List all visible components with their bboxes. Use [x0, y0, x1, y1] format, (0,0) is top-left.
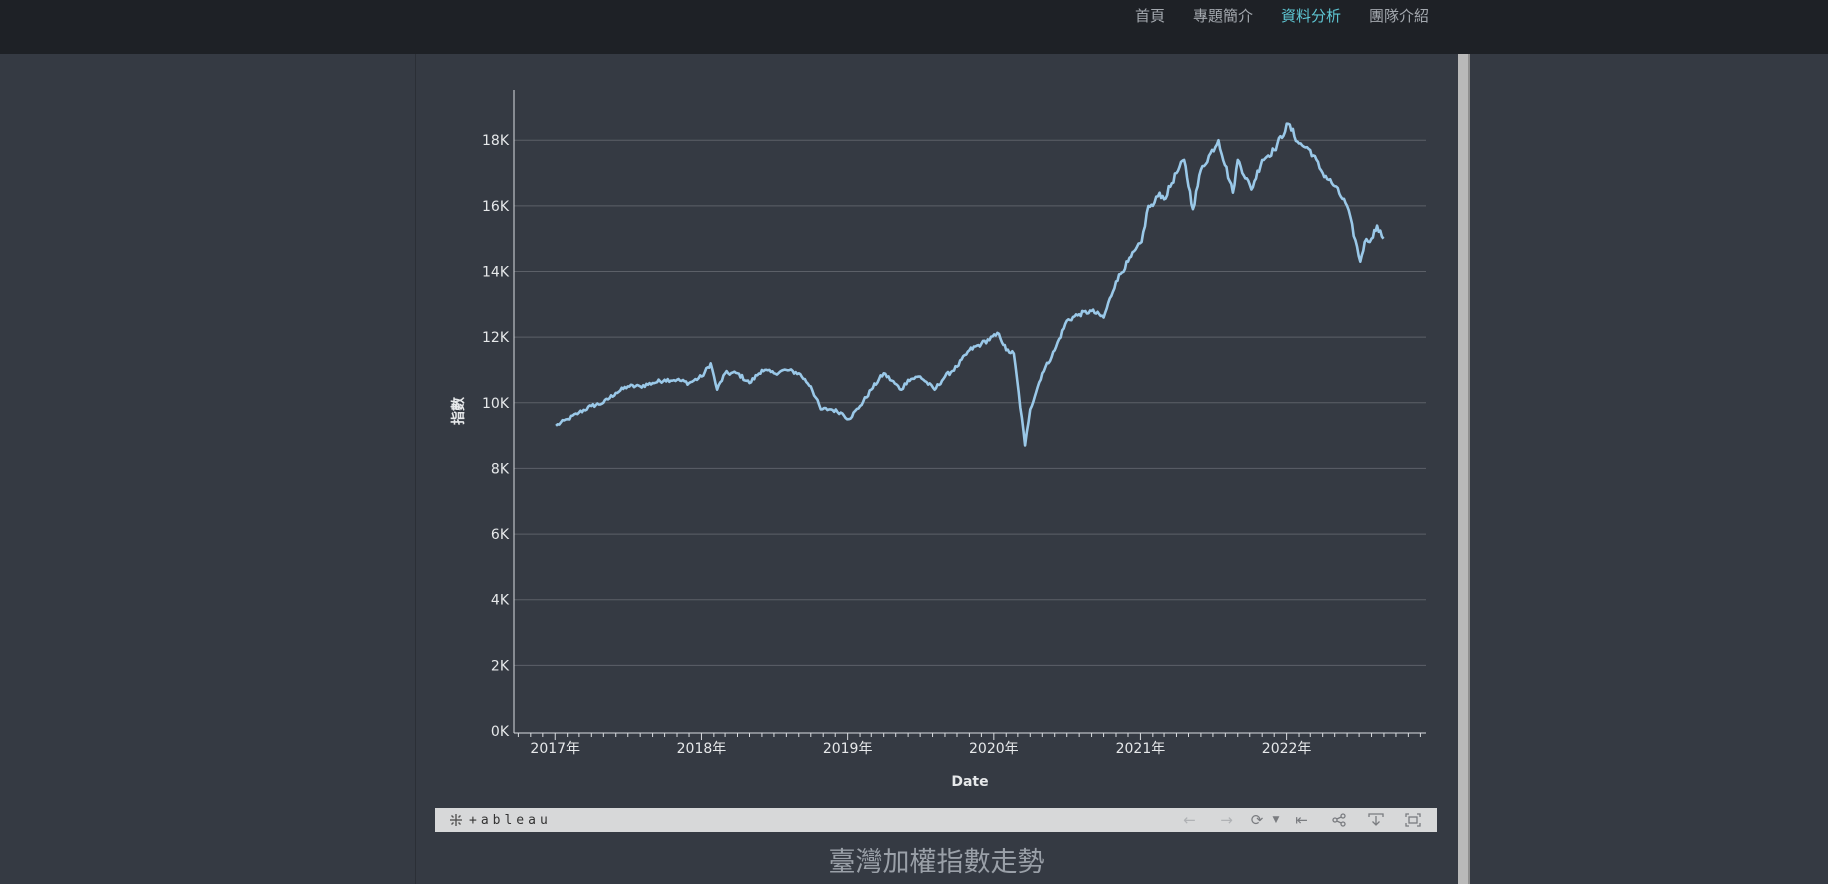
tableau-tools: ← → ⟳ ▼ ⇤ [1171, 808, 1431, 832]
series-layer [555, 122, 1385, 447]
y-tick-label: 8K [491, 461, 510, 477]
x-axis-label: Date [951, 774, 988, 790]
tableau-logo-text: +ableau [469, 812, 552, 828]
tableau-logo-icon [450, 814, 462, 826]
x-tick-label: 2017年 [530, 741, 580, 757]
download-icon[interactable] [1357, 808, 1394, 832]
download-glyph [1367, 813, 1384, 826]
y-tick-label: 18K [482, 133, 510, 149]
x-tick-label: 2018年 [677, 741, 727, 757]
x-tick-label: 2021年 [1116, 741, 1166, 757]
y-tick-label: 2K [491, 658, 510, 674]
grid-lines [514, 139, 1426, 666]
nav-item-data-analysis[interactable]: 資料分析 [1280, 7, 1341, 25]
dropdown-icon[interactable]: ▼ [1272, 815, 1280, 825]
revert-icon[interactable]: ⟳ [1250, 811, 1264, 829]
x-tick-label: 2020年 [969, 741, 1019, 757]
redo-icon[interactable]: → [1220, 811, 1233, 829]
line-chart[interactable]: 0K 2K 4K 6K 8K 10K 12K 14K 16K 18K 2017年 2018年 2019年… [415, 54, 1458, 804]
x-tick-label: 2022年 [1262, 741, 1312, 757]
tableau-toolbar: +ableau ← → ⟳ ▼ ⇤ [435, 808, 1437, 832]
nav-item-home[interactable]: 首頁 [1134, 7, 1165, 25]
x-tick-label: 2019年 [823, 741, 873, 757]
y-tick-label: 14K [482, 265, 510, 281]
y-tick-label: 10K [482, 396, 510, 412]
undo-icon[interactable]: ← [1183, 811, 1196, 829]
content-panel [415, 54, 1459, 884]
fullscreen-icon[interactable] [1394, 808, 1431, 832]
scrollbar-thumb[interactable] [1458, 54, 1468, 884]
axes [513, 90, 1426, 740]
back-to-start-icon[interactable]: ⇤ [1295, 811, 1308, 829]
share-icon[interactable] [1320, 808, 1357, 832]
scrollbar-track[interactable] [1468, 54, 1470, 884]
nav-item-project-intro[interactable]: 專題簡介 [1192, 7, 1253, 25]
nav-item-team-intro[interactable]: 團隊介紹 [1368, 7, 1429, 25]
y-tick-label: 0K [491, 724, 510, 740]
y-tick-label: 6K [491, 527, 510, 543]
series-line[interactable] [555, 122, 1385, 447]
y-tick-label: 4K [491, 593, 510, 609]
share-glyph [1331, 813, 1346, 827]
tableau-logo[interactable]: +ableau [449, 813, 552, 828]
y-tick-label: 16K [482, 199, 510, 215]
chart-caption: 臺灣加權指數走勢 [828, 847, 1045, 878]
fullscreen-glyph [1404, 813, 1421, 827]
tick-labels: 0K 2K 4K 6K 8K 10K 12K 14K 16K 18K 2017年 2018年 2019年… [482, 133, 1311, 757]
y-tick-label: 12K [482, 330, 510, 346]
main-nav: 首頁 專題簡介 資料分析 團隊介紹 [1121, 6, 1443, 26]
y-axis-label: 指數 [450, 397, 467, 425]
top-navbar: 首頁 專題簡介 資料分析 團隊介紹 [0, 0, 1828, 54]
